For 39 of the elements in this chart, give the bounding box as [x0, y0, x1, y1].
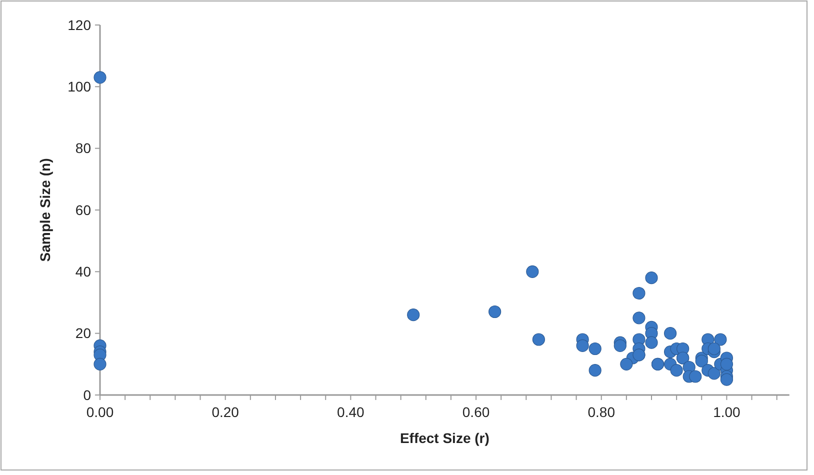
point [588, 364, 602, 377]
point [407, 308, 420, 322]
point [94, 71, 106, 84]
x-tick-label: 0.00 [86, 404, 114, 420]
point [645, 336, 658, 349]
y-tick-label: 80 [75, 140, 92, 156]
point [620, 358, 633, 370]
x-tick-label: 0.40 [337, 404, 365, 420]
point [645, 272, 658, 284]
x-tick-label: 1.00 [713, 404, 741, 420]
point [708, 367, 720, 380]
point [695, 354, 708, 368]
point [720, 373, 733, 386]
point [664, 327, 677, 340]
point [720, 358, 733, 370]
point [576, 339, 589, 352]
point [689, 370, 702, 383]
point [670, 364, 683, 377]
point [708, 342, 720, 356]
y-tick-label: 20 [75, 325, 92, 342]
y-tick-label: 100 [68, 78, 92, 95]
y-tick-label: 120 [68, 16, 92, 33]
x-tick-label: 0.20 [212, 404, 240, 420]
y-tick-label: 0 [83, 386, 92, 403]
x-tick-label: 0.80 [588, 404, 616, 420]
point [532, 333, 545, 346]
point [632, 312, 646, 324]
point [614, 339, 626, 352]
x-tick-label: 0.60 [462, 404, 490, 420]
x-axis-title: Effect Size (r) [400, 430, 490, 446]
y-tick-label: 60 [75, 202, 92, 218]
point [588, 342, 602, 356]
point [488, 305, 502, 318]
point [526, 265, 539, 278]
y-tick-label: 40 [75, 264, 92, 280]
point [632, 286, 646, 300]
y-axis-title: Sample Size (n) [37, 158, 53, 262]
point [714, 333, 727, 346]
point [94, 358, 106, 370]
